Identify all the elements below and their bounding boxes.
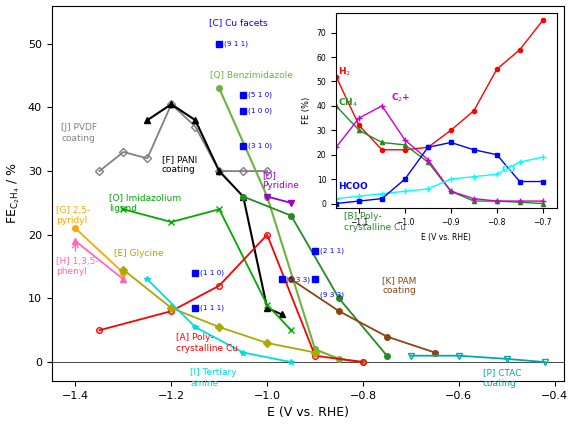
Text: [A] Poly-
crystalline Cu: [A] Poly- crystalline Cu [176,333,238,353]
Text: [I] Tertiary
amine: [I] Tertiary amine [190,368,237,388]
Text: (9 3 3): (9 3 3) [320,292,344,298]
Text: [F] PANI
coating: [F] PANI coating [162,155,197,174]
Text: [G] 2,5-
pyridyl: [G] 2,5- pyridyl [56,206,91,225]
Text: (1 1 0): (1 1 0) [200,270,224,276]
Text: [J] PVDF
coating: [J] PVDF coating [61,123,97,142]
Text: (1 0 0): (1 0 0) [248,108,272,114]
Text: [P] CTAC
coating: [P] CTAC coating [483,368,521,388]
X-axis label: E (V vs. RHE): E (V vs. RHE) [267,406,349,419]
Text: [O] Imidazolium
ligand: [O] Imidazolium ligand [109,193,181,212]
Y-axis label: FE$_\mathrm{C_2H_4}$ / %: FE$_\mathrm{C_2H_4}$ / % [6,162,22,224]
Text: (5 1 0): (5 1 0) [248,91,272,98]
Text: (1 1 1): (1 1 1) [200,305,224,311]
Text: [C] Cu facets: [C] Cu facets [209,18,268,27]
Text: (9 1 1): (9 1 1) [224,40,248,47]
Text: (3 1 0): (3 1 0) [248,142,272,149]
Text: [K] PAM
coating: [K] PAM coating [382,276,416,295]
Text: [H] 1,3,5-
phenyl: [H] 1,3,5- phenyl [56,257,99,276]
Text: (2 1 1): (2 1 1) [320,247,344,254]
Text: [Q] Benzimidazole: [Q] Benzimidazole [210,71,293,80]
Text: (5 3 3): (5 3 3) [286,276,311,283]
Text: [E] Glycine: [E] Glycine [114,249,163,258]
Text: [B] Poly-
crystalline Cu: [B] Poly- crystalline Cu [344,212,406,232]
Text: [D]
Pyridine: [D] Pyridine [262,171,299,190]
